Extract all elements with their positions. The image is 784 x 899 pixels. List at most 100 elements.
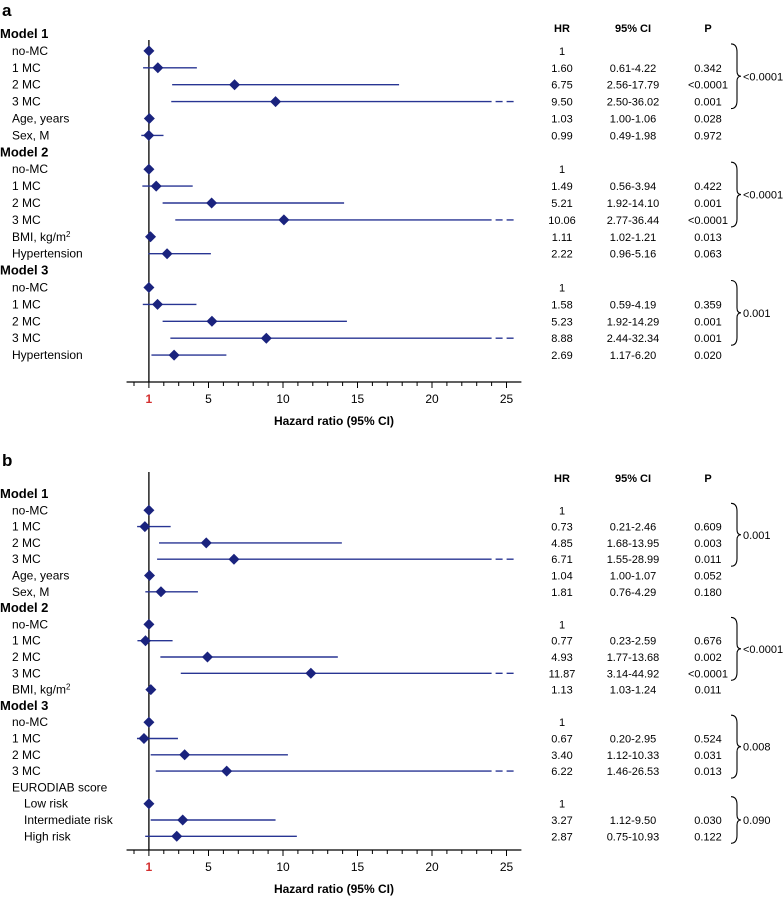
- hr-value: 4.85: [551, 538, 572, 550]
- hr-value: 6.71: [551, 554, 572, 566]
- row-label: 3 MC: [12, 666, 41, 680]
- hr-value: 0.99: [551, 130, 572, 142]
- hr-value: 0.73: [551, 522, 572, 534]
- hr-marker: [270, 96, 282, 108]
- row-label: Hypertension: [12, 247, 83, 261]
- hr-marker: [145, 684, 157, 696]
- hr-value: 1: [559, 799, 565, 811]
- hr-value: 1: [559, 619, 565, 631]
- p-value: <0.0001: [688, 668, 728, 680]
- p-value: 0.031: [694, 750, 722, 762]
- hr-value: 6.22: [551, 766, 572, 778]
- hr-value: 1.11: [552, 232, 573, 244]
- hr-marker: [143, 618, 155, 630]
- hr-marker: [155, 586, 167, 598]
- hr-marker: [206, 315, 218, 327]
- row-label: Age, years: [12, 112, 69, 126]
- hr-value: 1: [559, 505, 565, 517]
- hr-value: 1.03: [551, 114, 572, 126]
- column-header-p: P: [704, 473, 711, 485]
- ci-value: 1.46-26.53: [607, 766, 660, 778]
- hr-value: 5.23: [551, 316, 572, 328]
- p-value: 0.002: [694, 652, 722, 664]
- hr-marker: [177, 814, 189, 826]
- hr-value: 1: [559, 717, 565, 729]
- column-header-p: P: [704, 23, 711, 35]
- row-label: 2 MC: [12, 314, 41, 328]
- hr-marker: [143, 570, 155, 581]
- hr-marker: [152, 62, 164, 74]
- p-value: 0.013: [694, 232, 722, 244]
- x-tick-label: 10: [276, 860, 290, 874]
- ci-value: 2.44-32.34: [607, 333, 660, 345]
- hr-value: 0.77: [551, 636, 572, 648]
- model-header: Model 3: [0, 263, 48, 278]
- ci-value: 1.92-14.10: [607, 198, 660, 210]
- hr-marker: [150, 180, 162, 192]
- row-label: 2 MC: [12, 196, 41, 210]
- hr-value: 1.49: [551, 181, 572, 193]
- ci-value: 1.55-28.99: [607, 554, 660, 566]
- hr-marker: [260, 332, 272, 344]
- ci-value: 1.12-9.50: [610, 815, 656, 827]
- x-tick-label: 20: [425, 392, 439, 406]
- hr-marker: [139, 635, 151, 647]
- trend-bracket: [730, 161, 742, 228]
- hr-value: 3.27: [551, 815, 572, 827]
- trend-bracket: [730, 43, 742, 110]
- ci-value: 0.61-4.22: [610, 63, 656, 75]
- hr-value: 6.75: [551, 80, 572, 92]
- x-tick-label: 5: [205, 860, 212, 874]
- row-label: no-MC: [12, 281, 48, 295]
- p-value: 0.001: [694, 316, 722, 328]
- row-label: Sex, M: [12, 128, 49, 142]
- row-label: 3 MC: [12, 331, 41, 345]
- ci-value: 1.68-13.95: [607, 538, 660, 550]
- hr-value: 1.04: [551, 571, 572, 583]
- p-value: <0.0001: [688, 215, 728, 227]
- panel-label: a: [2, 1, 12, 20]
- hr-value: 1: [559, 46, 565, 58]
- p-value: <0.0001: [688, 80, 728, 92]
- p-value: 0.122: [694, 831, 722, 843]
- row-label: 3 MC: [12, 764, 41, 778]
- p-value: 0.524: [694, 734, 722, 746]
- hr-marker: [201, 651, 213, 663]
- hr-marker: [145, 231, 157, 243]
- hr-marker: [143, 504, 155, 516]
- row-label: 3 MC: [12, 552, 41, 566]
- ci-value: 0.76-4.29: [610, 587, 656, 599]
- hr-value: 1.81: [551, 587, 572, 599]
- x-tick-label: 25: [500, 860, 514, 874]
- model-header: Model 2: [0, 144, 48, 159]
- x-tick-label: 10: [276, 392, 290, 406]
- row-label: High risk: [24, 829, 72, 843]
- model-header: Model 3: [0, 698, 48, 713]
- hr-value: 1: [559, 164, 565, 176]
- hr-value: 0.67: [551, 734, 572, 746]
- ci-value: 0.21-2.46: [610, 522, 656, 534]
- column-header-ci: 95% CI: [615, 473, 651, 485]
- hr-marker: [143, 113, 155, 124]
- row-label: Low risk: [24, 797, 69, 811]
- hr-marker: [143, 282, 155, 293]
- ci-value: 0.49-1.98: [610, 130, 656, 142]
- panel-b: b HR 95% CI P Model 1 no-MC 1 1 MC 0.73 0.21-2.46…: [0, 451, 783, 896]
- hr-value: 9.50: [551, 97, 572, 109]
- x-tick-label: 25: [500, 392, 514, 406]
- hr-marker: [206, 197, 218, 209]
- row-label: 1 MC: [12, 61, 41, 75]
- hr-marker: [200, 537, 212, 549]
- hr-marker: [143, 798, 155, 810]
- row-label: 1 MC: [12, 179, 41, 193]
- p-value: 0.342: [694, 63, 722, 75]
- ci-value: 1.92-14.29: [607, 316, 660, 328]
- hr-value: 1.58: [551, 299, 572, 311]
- hr-value: 1.13: [551, 685, 572, 697]
- row-label: Intermediate risk: [24, 813, 114, 827]
- model-header: Model 2: [0, 600, 48, 615]
- x-tick-label: 1: [146, 392, 153, 406]
- row-label: no-MC: [12, 617, 48, 631]
- trend-bracket: [730, 616, 742, 681]
